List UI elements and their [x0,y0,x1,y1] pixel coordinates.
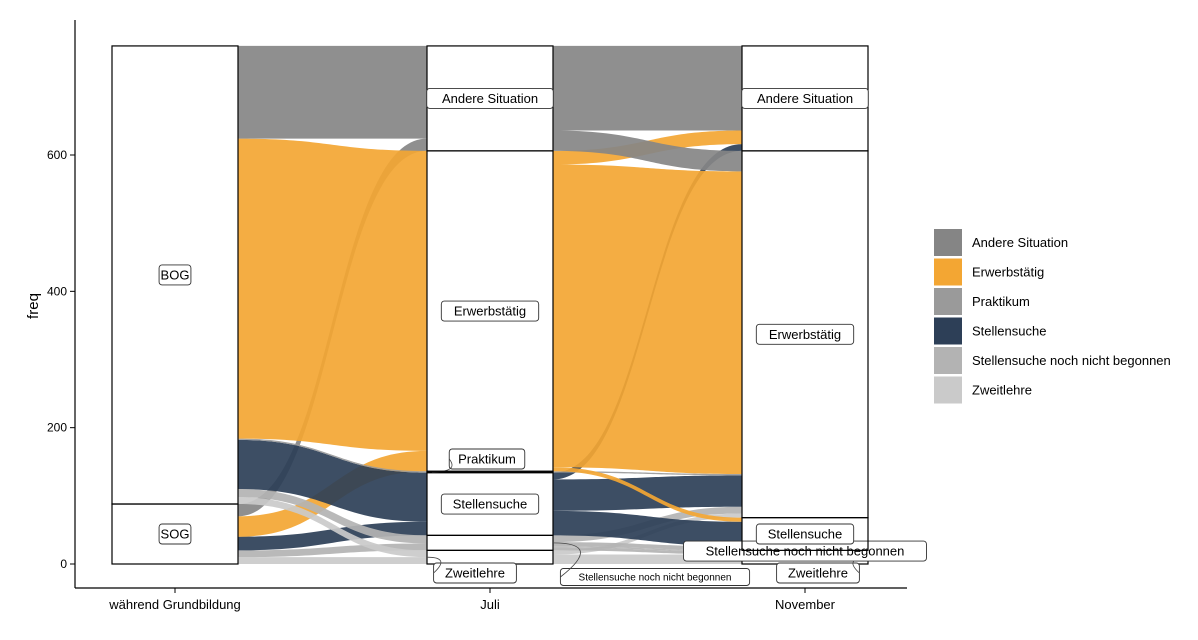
y-tick-label-200: 200 [47,421,67,435]
flow-a-sog-to-stellensuche [238,521,427,551]
legend-label-andere-situation: Andere Situation [972,235,1068,250]
stratum-label-sog: SOG [161,527,190,542]
stratum-label-bog: BOG [161,268,190,283]
legend-label-erwerbstaetig: Erwerbstätig [972,265,1044,280]
stratum-label-box-sog [158,523,192,545]
stratum-label-box-erwerbstaetig [440,300,540,322]
stratum-0-bog [111,45,239,505]
stratum-label-box-erwerbstaetig [755,323,855,345]
stratum-label-stellensuche-noch-nicht-begonnen: Stellensuche noch nicht begonnen [579,573,732,584]
legend-swatch-praktikum [934,288,962,315]
flows-layer [238,45,742,564]
flow-b-andere-situation-to-erwerbstaetig [553,130,742,172]
stratum-label-erwerbstaetig: Erwerbstätig [454,304,526,319]
flow-b-praktikum-to-erwerbstaetig [553,471,742,476]
stratum-label-stellensuche: Stellensuche [768,527,842,542]
legend-swatch-andere-situation [934,229,962,256]
legend-label-stellensuche-noch-nicht-begonnen: Stellensuche noch nicht begonnen [972,353,1171,368]
legend-swatch-stellensuche-noch-nicht-begonnen [934,347,962,374]
stratum-label-zweitlehre: Zweitlehre [445,566,505,581]
label-connector-stellensuche-noch-nicht-begonnen [552,542,581,578]
stratum-label-erwerbstaetig: Erwerbstätig [769,327,841,342]
strata-layer: SOG BOG Zweitlehre Stellensuche noch nicht … [111,45,927,586]
stratum-label-andere-situation: Andere Situation [442,91,538,106]
flow-a-bog-to-erwerbstaetig [238,138,427,451]
stratum-1-zweitlehre [426,549,554,565]
x-tick-label-november: November [775,597,836,612]
stratum-label-box-stellensuche [440,493,540,515]
stratum-label-box-stellensuche [755,523,855,545]
legend-label-stellensuche: Stellensuche [972,324,1046,339]
stratum-label-box-andere-situation [741,87,869,109]
stratum-label-stellensuche: Stellensuche [453,497,527,512]
flow-b-erwerbstaetig-to-stellensuche [553,467,742,522]
y-tick-label-0: 0 [60,557,67,571]
x-tick-label-waehrend-grundbildung: während Grundbildung [108,597,241,612]
legend: Andere Situation Erwerbstätig Praktikum Ste… [934,229,1171,404]
stratum-label-box-andere-situation [426,87,554,109]
flow-a-bog-to-andere-situation [238,45,427,139]
legend-label-zweitlehre: Zweitlehre [972,383,1032,398]
stratum-label-andere-situation: Andere Situation [757,91,853,106]
flow-a-bog-to-stellensuche [238,439,427,522]
stratum-label-zweitlehre: Zweitlehre [788,566,848,581]
stratum-1-stellensuche-noch-nicht-begonnen [426,534,554,551]
flow-a-bog-to-praktikum [238,438,427,473]
y-tick-label-600: 600 [47,148,67,162]
legend-label-praktikum: Praktikum [972,294,1030,309]
stratum-label-stellensuche-noch-nicht-begonnen: Stellensuche noch nicht begonnen [706,544,905,559]
flow-a-bog-to-stellensuche-noch-nicht-begonnen [238,489,427,544]
legend-swatch-erwerbstaetig [934,258,962,286]
legend-swatch-zweitlehre [934,376,962,404]
stratum-label-praktikum: Praktikum [458,452,516,467]
flow-a-bog-to-zweitlehre [238,497,427,558]
stratum-label-box-bog [158,264,192,286]
flow-b-andere-situation-to-andere-situation [553,45,742,131]
y-tick-label-400: 400 [47,284,67,298]
x-tick-label-juli: Juli [480,597,500,612]
axes-layer: 0 200 400 600 während Grundbildung Juli Novemb… [25,20,907,612]
y-axis-title: freq [25,293,42,319]
flow-b-stellensuche-to-stellensuche [553,510,742,547]
legend-swatch-stellensuche [934,317,962,345]
flow-b-erwerbstaetig-to-erwerbstaetig [553,164,742,475]
label-connector-zweitlehre [426,556,442,574]
flow-a-sog-to-zweitlehre [238,557,427,564]
